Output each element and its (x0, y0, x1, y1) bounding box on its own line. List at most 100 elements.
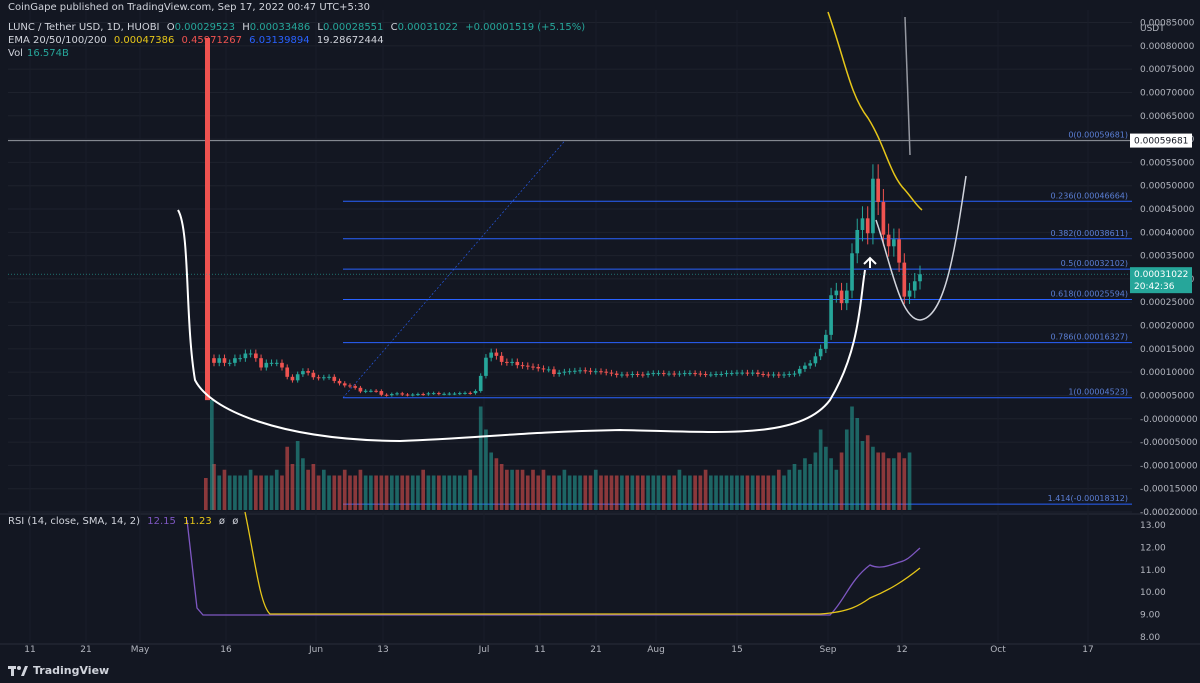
volume-bar (892, 458, 896, 510)
candle (604, 371, 609, 373)
rsi-legend[interactable]: RSI (14, close, SMA, 14, 2) 12.15 11.23 … (8, 516, 239, 527)
marked-price-label: 0.00059681 (1134, 137, 1188, 147)
symbol-name[interactable]: LUNC / Tether USD, 1D, HUOBI (8, 22, 160, 33)
time-tick-label: Jun (308, 645, 323, 655)
volume-bar (881, 452, 886, 510)
volume-legend[interactable]: Vol 16.574B (8, 48, 69, 59)
candle (756, 372, 760, 375)
candle (714, 374, 718, 376)
candle (813, 356, 818, 364)
candlesticks (205, 38, 922, 401)
volume-bar (254, 475, 258, 510)
volume-bar (295, 441, 300, 510)
volume-bar (745, 475, 750, 510)
candle (902, 262, 907, 297)
volume-bar (431, 475, 436, 510)
volume-bar (567, 475, 572, 510)
volume-bar (661, 475, 666, 510)
rsi-tick-label: 10.00 (1140, 588, 1166, 598)
price-tick-label: -0.00010000 (1140, 461, 1198, 471)
volume-bar (437, 475, 441, 510)
candle (358, 387, 363, 392)
volume-bar (850, 406, 854, 510)
candle (750, 372, 755, 374)
rsi-tick-label: 13.00 (1140, 521, 1166, 531)
volume-bar (212, 464, 216, 510)
candle (238, 358, 242, 360)
candle (583, 370, 588, 372)
volume-bar (640, 475, 645, 510)
candle (400, 393, 405, 395)
candle (834, 290, 839, 296)
candle (463, 392, 467, 394)
candle (421, 394, 426, 396)
volume-bar (824, 446, 828, 510)
price-tick-label: 0.00025000 (1140, 298, 1195, 308)
candle (379, 391, 384, 395)
volume-bar (614, 475, 619, 510)
tradingview-footer[interactable]: TradingView (8, 664, 109, 677)
volume-bar (457, 475, 462, 510)
candle (541, 368, 546, 370)
marked-price-badge (1130, 133, 1192, 148)
candle (850, 253, 854, 291)
candle (416, 394, 420, 396)
volume-bar (468, 469, 473, 510)
fib-trend-line (342, 140, 566, 398)
candle (688, 373, 692, 375)
volume-bar (478, 406, 483, 510)
volume-bar (442, 475, 446, 510)
volume-bar (782, 475, 786, 510)
price-tick-label: 0.00010000 (1140, 368, 1195, 378)
candle (703, 374, 708, 376)
candle (264, 362, 269, 368)
candle (353, 386, 358, 388)
candle (708, 374, 713, 376)
candle (860, 218, 865, 230)
candle (599, 371, 603, 373)
time-tick-label: 11 (24, 645, 35, 655)
candle (567, 371, 572, 373)
volume-bar (447, 475, 452, 510)
chart-grid (0, 10, 1200, 645)
candle (321, 377, 326, 379)
candle (745, 372, 750, 374)
candle (682, 373, 687, 375)
volume-bar (557, 475, 561, 510)
volume-bar (525, 475, 530, 510)
candle (729, 373, 734, 375)
fibonacci-retracement: 0(0.00059681) 0.236(0.00046664) 0.382(0.00… (8, 131, 1132, 505)
volume-bar (646, 475, 650, 510)
volume-bar (876, 452, 880, 510)
volume-bar (771, 475, 776, 510)
cup-curve (177, 209, 866, 443)
candle (876, 178, 880, 203)
cup-and-handle-pattern (177, 175, 967, 443)
volume-bar (222, 469, 227, 510)
ema-legend[interactable]: EMA 20/50/100/200 0.00047386 0.45971267 … (8, 35, 384, 46)
candle (578, 370, 582, 372)
volume-bar (452, 475, 457, 510)
volume-bar (301, 458, 305, 510)
volume-bar (384, 475, 389, 510)
volume-bar (379, 475, 384, 510)
candle (515, 361, 520, 366)
volume-bar (227, 475, 232, 510)
volume-bar (693, 475, 697, 510)
volume-bar (233, 475, 237, 510)
volume-bar (363, 475, 368, 510)
last-price-badge (1130, 267, 1192, 294)
volume-bar (369, 475, 373, 510)
time-tick-label: 17 (1082, 645, 1093, 655)
price-tick-label: 0.00065000 (1140, 112, 1195, 122)
volume-bar (776, 469, 781, 510)
rsi-tick-label: 12.00 (1140, 543, 1166, 553)
candle (546, 369, 551, 371)
candle (520, 365, 525, 367)
volume-bar (316, 475, 321, 510)
volume-bar (902, 458, 907, 510)
volume-bar (264, 475, 269, 510)
volume-bar (651, 475, 656, 510)
candle (776, 374, 781, 376)
